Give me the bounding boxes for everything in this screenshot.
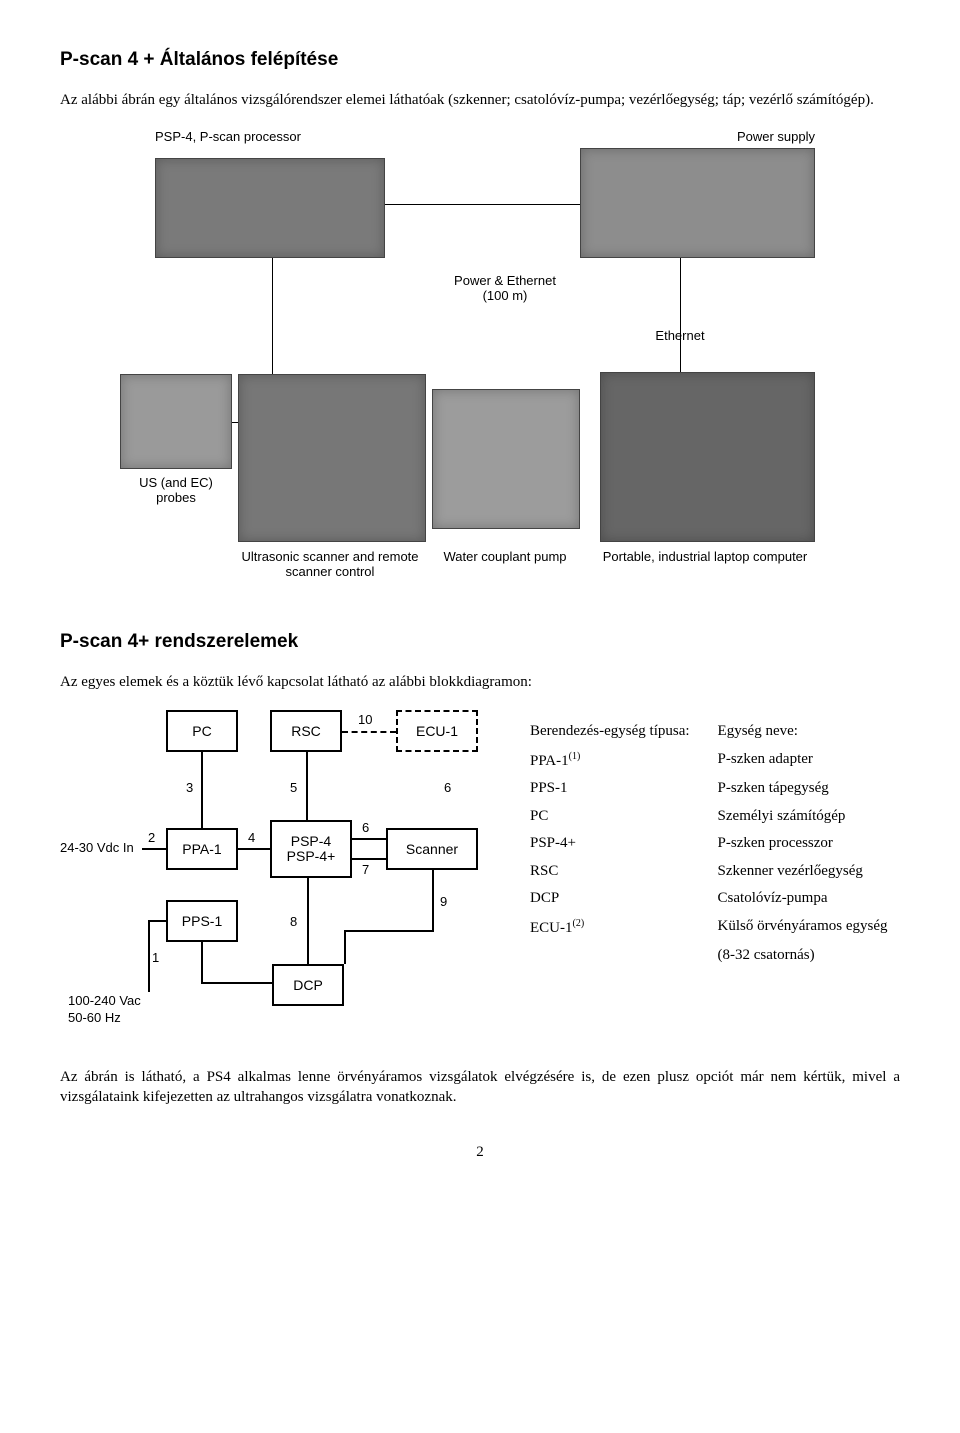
- fig2-wire-psp-scanner-bot: [352, 858, 386, 860]
- fig1-line-psupply-down: [680, 258, 681, 372]
- table-cell-code: [530, 942, 718, 970]
- fig2-wire-vac-v: [148, 920, 150, 992]
- fig2-num-7: 7: [362, 862, 369, 879]
- fig2-wire-pc-ppa: [201, 752, 203, 828]
- fig2-label-vac-line2: 50-60 Hz: [68, 1010, 121, 1025]
- table-row: (8-32 csatornás): [530, 942, 898, 970]
- table-cell-code: ECU-1(2): [530, 913, 718, 943]
- fig1-label-power-ethernet: Power & Ethernet (100 m): [440, 274, 570, 304]
- fig1-photo-pump: [432, 389, 580, 529]
- table-cell-name: Személyi számítógép: [718, 803, 898, 831]
- table-cell-name: P-szken tápegység: [718, 775, 898, 803]
- fig2-wire-ppa-psp: [238, 848, 270, 850]
- table-header-row: Berendezés-egység típusa: Egység neve:: [530, 718, 898, 746]
- fig1-caption-scanner: Ultrasonic scanner and remote scanner co…: [225, 550, 435, 580]
- closing-paragraph: Az ábrán is látható, a PS4 alkalmas lenn…: [60, 1068, 900, 1107]
- fig2-num-9: 9: [440, 894, 447, 911]
- fig2-block-scanner: Scanner: [386, 828, 478, 870]
- fig2-num-8: 8: [290, 914, 297, 931]
- fig1-label-psp4: PSP-4, P-scan processor: [155, 130, 385, 145]
- fig2-num-4: 4: [248, 830, 255, 847]
- fig2-block-pps1: PPS-1: [166, 900, 238, 942]
- fig2-label-vac-line1: 100-240 Vac: [68, 993, 141, 1008]
- table-cell-name: (8-32 csatornás): [718, 942, 898, 970]
- table-cell-name: P-szken processzor: [718, 830, 898, 858]
- fig1-photo-scanner: [238, 374, 426, 542]
- fig2-block-rsc: RSC: [270, 710, 342, 752]
- fig2-label-vac: 100-240 Vac 50-60 Hz: [68, 993, 141, 1027]
- fig2-num-3: 3: [186, 780, 193, 797]
- section1-paragraph: Az alábbi ábrán egy általános vizsgálóre…: [60, 91, 900, 111]
- fig2-wire-rsc-ecu: [342, 731, 396, 733]
- section1-heading: P-scan 4 + Általános felépítése: [60, 48, 900, 73]
- figure-1-system-photo-diagram: PSP-4, P-scan processor Power supply Pow…: [120, 124, 840, 594]
- table-row: PPS-1 P-szken tápegység: [530, 775, 898, 803]
- fig1-caption-laptop: Portable, industrial laptop computer: [590, 550, 820, 565]
- fig1-label-power-supply: Power supply: [580, 130, 815, 145]
- fig2-block-dcp: DCP: [272, 964, 344, 1006]
- table-header-right: Egység neve:: [718, 718, 898, 746]
- section2-heading: P-scan 4+ rendszerelemek: [60, 630, 900, 655]
- section2-paragraph: Az egyes elemek és a köztük lévő kapcsol…: [60, 673, 900, 693]
- fig2-wire-psp-scanner-top: [352, 838, 386, 840]
- fig2-wire-psp-dcp: [307, 878, 309, 964]
- fig1-line-psp-to-psupply: [385, 204, 580, 205]
- fig2-wire-vac-h: [148, 920, 166, 922]
- table-row: ECU-1(2) Külső örvényáramos egység: [530, 913, 898, 943]
- table-row: PPA-1(1) P-szken adapter: [530, 746, 898, 776]
- table-cell-code: PPA-1(1): [530, 746, 718, 776]
- page-number: 2: [60, 1143, 900, 1163]
- table-cell-code: RSC: [530, 858, 718, 886]
- table-cell-code: PSP-4+: [530, 830, 718, 858]
- fig2-block-pc: PC: [166, 710, 238, 752]
- fig2-num-6b: 6: [362, 820, 369, 837]
- table-cell-code: DCP: [530, 885, 718, 913]
- fig2-num-5: 5: [290, 780, 297, 797]
- fig2-wire-pps-down: [201, 942, 203, 982]
- table-cell-name: Külső örvényáramos egység: [718, 913, 898, 943]
- fig1-caption-pump: Water couplant pump: [430, 550, 580, 565]
- fig1-label-ethernet: Ethernet: [630, 329, 730, 344]
- table-cell-name: Csatolóvíz-pumpa: [718, 885, 898, 913]
- table-cell-name: P-szken adapter: [718, 746, 898, 776]
- fig2-block-psp4: PSP-4 PSP-4+: [270, 820, 352, 878]
- table-cell-code: PC: [530, 803, 718, 831]
- table-row: PC Személyi számítógép: [530, 803, 898, 831]
- fig2-wire-scanner-dcp-h: [344, 930, 434, 932]
- fig2-block-ecu1: ECU-1: [396, 710, 478, 752]
- fig1-photo-power-supply: [580, 148, 815, 258]
- fig2-block-ppa1: PPA-1: [166, 828, 238, 870]
- fig2-num-1: 1: [152, 950, 159, 967]
- fig2-label-vdc-in: 24-30 Vdc In: [60, 840, 134, 857]
- fig1-photo-probes: [120, 374, 232, 469]
- table-row: PSP-4+ P-szken processzor: [530, 830, 898, 858]
- fig2-num-10: 10: [358, 712, 372, 729]
- table-cell-name: Szkenner vezérlőegység: [718, 858, 898, 886]
- fig2-wire-scanner-down: [432, 870, 434, 930]
- fig2-wire-pps-dcp: [201, 982, 272, 984]
- table-cell-code: PPS-1: [530, 775, 718, 803]
- fig2-num-6: 6: [444, 780, 451, 797]
- fig2-num-2: 2: [148, 830, 155, 847]
- fig1-caption-probes: US (and EC) probes: [120, 476, 232, 506]
- figure-2-block-diagram: 24-30 Vdc In 100-240 Vac 50-60 Hz 2 1 PC…: [60, 710, 500, 1040]
- table-row: DCP Csatolóvíz-pumpa: [530, 885, 898, 913]
- fig1-line-psp-down: [272, 258, 273, 376]
- fig2-wire-scanner-dcp-v: [344, 930, 346, 964]
- unit-types-table: Berendezés-egység típusa: Egység neve: P…: [530, 718, 898, 970]
- fig1-photo-psp4: [155, 158, 385, 258]
- fig2-wire-vdc-in: [142, 848, 166, 850]
- table-row: RSC Szkenner vezérlőegység: [530, 858, 898, 886]
- fig2-wire-rsc-psp: [306, 752, 308, 820]
- fig2-block-psp4-line2: PSP-4+: [287, 848, 336, 864]
- fig2-block-psp4-line1: PSP-4: [291, 833, 331, 849]
- table-header-left: Berendezés-egység típusa:: [530, 718, 718, 746]
- fig1-photo-laptop: [600, 372, 815, 542]
